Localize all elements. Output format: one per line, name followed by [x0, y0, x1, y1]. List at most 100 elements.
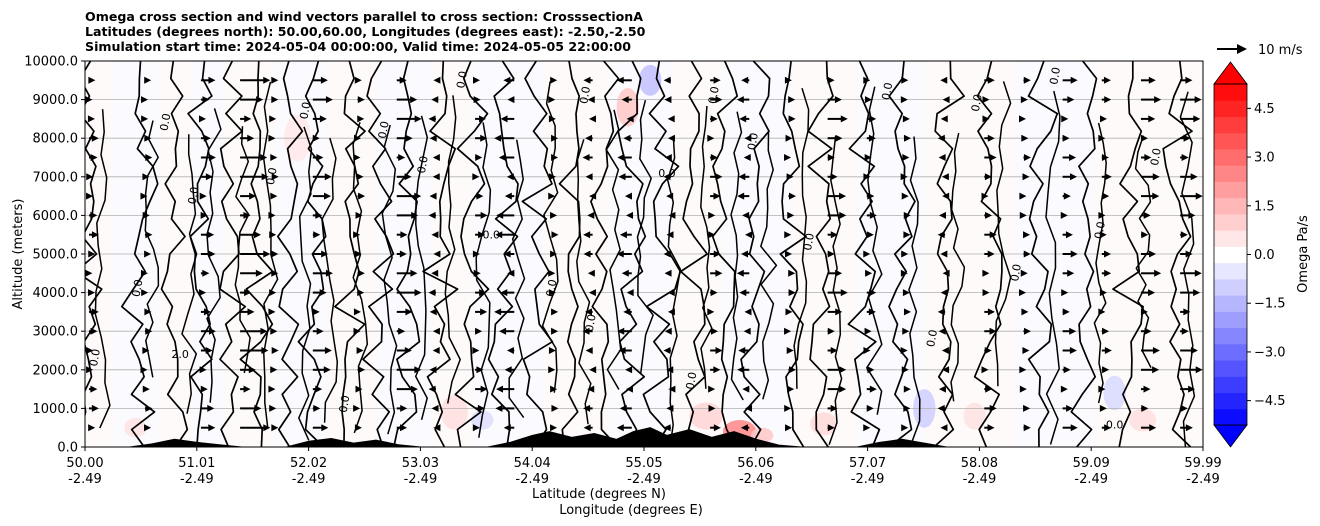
wind-vector-head-9-10 [478, 231, 486, 239]
wind-vector-head-21-13 [941, 173, 949, 181]
contour-label-21: 0.0 [879, 82, 895, 101]
wind-vector-head-25-1 [1099, 404, 1107, 412]
wind-vector-head-22-18 [987, 76, 995, 84]
wind-vector-head-14-15 [667, 134, 675, 142]
wind-vector-head-6-11 [355, 211, 363, 219]
wind-vector-head-0-1 [91, 404, 99, 412]
wind-vector-head-27-5 [1181, 327, 1189, 335]
wind-vector-head-1-0 [144, 424, 152, 432]
wind-vector-head-9-4 [472, 347, 480, 354]
wind-vector-head-22-9 [987, 250, 995, 258]
wind-vector-head-20-5 [902, 327, 910, 335]
y-tick-label-2: 2000.0 [33, 363, 79, 378]
contour-line-28 [1027, 61, 1059, 447]
wind-vector-head-14-2 [668, 385, 676, 393]
wind-vector-head-18-2 [839, 385, 847, 393]
wind-vector-head-5-13 [324, 173, 332, 181]
wind-vector-head-14-10 [666, 231, 674, 239]
wind-vector-head-21-0 [940, 424, 948, 432]
wind-vector-head-19-6 [868, 308, 876, 316]
wind-vector-head-3-12 [249, 192, 257, 200]
wind-vector-head-25-8 [1104, 269, 1112, 277]
wind-vector-head-0-2 [90, 385, 98, 393]
wind-vector-head-23-2 [1019, 385, 1027, 393]
contour-line-secondary-29 [1093, 122, 1107, 404]
wind-vector-head-9-0 [472, 424, 480, 432]
y-tick-label-6: 6000.0 [33, 209, 79, 224]
wind-vector-head-17-7 [788, 289, 796, 297]
wind-vector-head-23-4 [1022, 347, 1030, 354]
wind-vector-head-25-5 [1102, 327, 1110, 335]
wind-vector-head-18-3 [839, 366, 847, 374]
colorbar-level-18 [1214, 116, 1247, 134]
x-tick-label-lat-7: 57.07 [849, 456, 886, 471]
wind-vector-head-19-15 [868, 134, 876, 142]
wind-vector-head-5-11 [315, 211, 323, 219]
wind-vector-head-24-18 [1070, 76, 1078, 84]
x-axis-label-lon: Longitude (degrees E) [559, 503, 703, 518]
wind-vector-head-19-10 [866, 231, 874, 239]
wind-vector-head-11-8 [548, 269, 556, 277]
contour-line-15 [558, 61, 581, 447]
wind-vector-head-23-18 [1023, 76, 1031, 84]
contour-line-secondary-12 [475, 122, 492, 438]
wind-vector-head-26-10 [1141, 231, 1149, 239]
wind-vector-head-15-13 [715, 173, 723, 181]
wind-vector-head-19-2 [869, 385, 877, 393]
wind-vector-head-15-12 [713, 192, 721, 200]
wind-vector-head-18-12 [839, 192, 847, 200]
wind-vector-head-5-12 [323, 192, 331, 200]
wind-vector-head-18-11 [839, 211, 847, 219]
wind-vector-head-16-2 [742, 385, 750, 393]
wind-vector-head-16-18 [741, 76, 749, 84]
wind-vector-head-6-8 [357, 269, 365, 277]
wind-vector-head-10-13 [506, 173, 514, 181]
wind-vector-head-21-8 [942, 269, 950, 277]
contour-label-27: 0.0 [1106, 418, 1124, 431]
x-tick-label-lat-8: 58.08 [961, 456, 998, 471]
wind-vector-head-24-7 [1061, 289, 1069, 297]
wind-vector-head-5-17 [325, 96, 333, 104]
wind-vector-head-16-3 [737, 366, 745, 374]
wind-vector-head-20-0 [901, 424, 909, 432]
contour-line-secondary-14 [541, 81, 559, 393]
wind-vector-head-21-7 [940, 289, 948, 297]
wind-vector-head-1-7 [141, 289, 149, 297]
terrain-fill [85, 427, 1203, 447]
wind-vector-head-1-12 [140, 192, 148, 200]
colorbar-tick-label-2: 1.5 [1254, 199, 1275, 214]
wind-vector-head-7-0 [400, 424, 408, 432]
contour-line-14 [521, 61, 554, 447]
wind-vector-head-25-15 [1098, 134, 1106, 142]
wind-vector-head-0-3 [86, 366, 94, 374]
contour-line-secondary-18 [666, 135, 682, 447]
wind-vector-head-5-9 [321, 250, 329, 258]
contour-line-7 [297, 61, 327, 447]
wind-vector-head-23-12 [1019, 192, 1027, 200]
x-tick-label-lat-0: 50.00 [66, 456, 103, 471]
wind-vector-head-8-9 [433, 250, 441, 258]
wind-vector-head-11-9 [550, 250, 558, 258]
wind-vector-head-1-4 [142, 347, 150, 354]
wind-vector-head-25-9 [1104, 250, 1112, 258]
colorbar-extend-high [1213, 61, 1248, 85]
wind-vector-head-1-14 [145, 154, 153, 161]
wind-vector-head-18-0 [827, 424, 835, 432]
wind-vector-head-5-4 [324, 347, 332, 354]
colorbar-level-19 [1214, 100, 1247, 117]
wind-vector-head-17-8 [788, 269, 796, 277]
wind-vector-head-13-9 [616, 250, 624, 258]
wind-vector-head-4-7 [269, 289, 277, 297]
wind-vector-head-10-18 [503, 76, 511, 84]
wind-vector-head-2-4 [205, 347, 213, 354]
colorbar-level-4 [1214, 343, 1247, 361]
wind-vector-head-0-14 [90, 154, 98, 161]
wind-vector-head-3-16 [244, 115, 252, 123]
wind-vector-head-18-8 [835, 269, 843, 277]
wind-vector-head-20-13 [900, 173, 908, 181]
wind-vector-head-13-16 [626, 115, 634, 123]
wind-vector-head-22-7 [982, 289, 990, 297]
wind-vector-head-21-14 [938, 154, 946, 161]
wind-vector-head-2-16 [198, 115, 206, 123]
wind-vector-head-26-5 [1144, 327, 1152, 335]
